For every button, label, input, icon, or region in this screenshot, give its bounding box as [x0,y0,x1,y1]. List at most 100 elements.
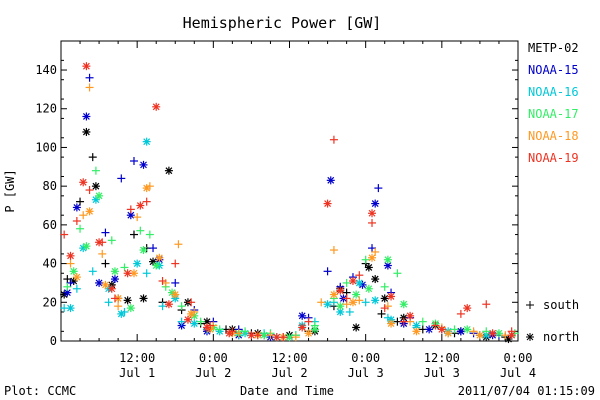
north-point [323,300,332,309]
north-point [142,137,151,146]
south-point [399,317,408,326]
north-point-stroke [203,324,211,331]
south-point [377,309,386,318]
north-point [298,323,307,332]
legend-entry: NOAA-17 [528,107,579,121]
south-point [85,73,94,82]
north-point-stroke [140,294,147,302]
north-point [406,311,415,320]
north-point [126,211,135,220]
north-point-stroke [102,281,109,289]
north-point-stroke [127,304,135,312]
north-point [190,319,199,328]
x-tick-label-date: Jul 3 [348,366,384,380]
hemisphere-legend: south north [526,298,579,344]
north-point-stroke [152,103,160,111]
north-point-stroke [260,331,268,339]
x-tick-label-date: Jul 1 [119,366,155,380]
legend-entry: NOAA-15 [528,63,579,77]
north-point-stroke [365,264,373,271]
south-point [101,228,110,237]
north-point-stroke [165,300,173,308]
north-point [152,102,161,111]
north-point [95,278,104,287]
north-point-stroke [371,200,379,208]
north-point-stroke [168,289,176,297]
north-point [139,160,148,169]
north-point [380,294,389,303]
north-point [133,259,142,268]
north-point [355,278,364,287]
south-point [418,317,427,326]
south-point [142,269,151,278]
north-point [352,323,361,332]
south-point [133,213,142,222]
south-point [88,267,97,276]
north-point-stroke [111,267,119,275]
north-point [272,333,281,342]
north-point [69,267,78,276]
y-axis: 0 20 40 60 80 100 120 140 [35,59,518,348]
chart-title: Hemispheric Power [GW] [183,14,382,32]
south-point [72,284,81,293]
south-point [142,197,151,206]
north-point-stroke [143,138,151,146]
y-tick-label: 80 [43,179,57,193]
south-point [66,259,75,268]
north-point-stroke [324,300,332,308]
north-point [72,273,81,282]
north-point-stroke [247,331,255,339]
north-point-stroke [476,331,484,339]
legend-entry: NOAA-16 [528,85,579,99]
y-tick-label: 120 [35,102,57,116]
south-point [91,166,100,175]
north-point-stroke [384,256,392,264]
north-point [101,280,110,289]
south-point [371,247,380,256]
north-point [412,327,421,336]
north-point [298,311,307,320]
north-point [364,263,373,272]
y-tick-label: 20 [43,295,57,309]
north-point-stroke [463,304,471,312]
south-point [145,230,154,239]
south-point [171,259,180,268]
south-point [114,302,123,311]
north-point [139,246,148,255]
north-point-stroke [63,289,71,297]
south-point [266,331,275,340]
x-tick-label-time: 0:00 [351,351,380,365]
north-point-stroke [155,254,163,262]
north-point-stroke [463,325,471,333]
south-point [63,282,72,291]
north-point [225,329,234,338]
south-point [380,304,389,313]
north-point-stroke [371,275,379,283]
north-point [155,253,164,262]
north-point [164,300,173,309]
south-point [456,309,465,318]
y-tick-label: 100 [35,140,57,154]
north-point [202,323,211,332]
south-point [104,298,113,307]
south-point [129,230,138,239]
north-point [82,112,91,121]
north-point-stroke [95,238,103,246]
south-point [361,298,370,307]
north-point [488,329,497,338]
north-point [475,331,484,340]
north-symbol [526,333,534,341]
y-axis-label: P [GW] [3,169,17,212]
north-point-stroke [368,254,376,262]
north-point-stroke [305,329,312,337]
plot-credit: Plot: CCMC [4,384,76,398]
north-point-stroke [381,294,389,302]
north-point-stroke [355,279,363,287]
north-point-stroke [203,318,211,326]
south-point [126,205,135,214]
south-point [345,307,354,316]
north-point-stroke [140,246,147,254]
north-point-stroke [108,285,116,293]
north-point-stroke [67,304,74,312]
south-point [355,271,364,280]
